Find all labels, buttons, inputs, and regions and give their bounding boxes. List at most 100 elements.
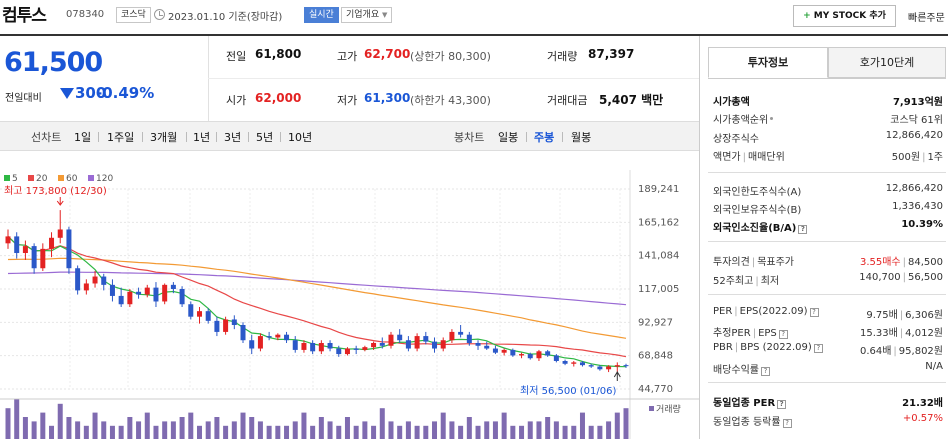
volume-bar: [379, 408, 385, 439]
candle-body: [118, 295, 124, 305]
stock-header: 컴투스 078340 코스닥 2023.01.10 기준(장마감) 실시간 기업…: [0, 0, 948, 34]
ma-line: [7, 271, 627, 306]
volume-bar: [362, 421, 368, 439]
candle-body: [571, 362, 577, 364]
help-icon[interactable]: ?: [782, 419, 792, 428]
price-chart[interactable]: 5 20 60 120 189,241 165,162 141,084 117,005 92,…: [0, 170, 699, 439]
volume-bar: [214, 417, 220, 439]
candle-body: [318, 342, 324, 352]
volume-bar: [344, 417, 350, 439]
candle-body: [205, 311, 211, 321]
candle-body: [275, 334, 281, 338]
tab-1d[interactable]: 1일: [74, 131, 92, 144]
info-label-text: BPS (2022.09): [740, 342, 812, 353]
divider: [708, 172, 946, 173]
help-icon[interactable]: ?: [778, 330, 788, 339]
volume-bar: [223, 425, 229, 439]
info-value: 500원 | 1주: [892, 148, 943, 163]
divider: [280, 132, 281, 142]
divider: [708, 382, 946, 383]
info-label: 시가총액: [713, 93, 750, 108]
y-tick-label: 117,005: [638, 284, 679, 295]
price-change: 300: [60, 84, 106, 102]
info-label: 투자의견 | 목표주가: [713, 253, 794, 268]
help-icon[interactable]: ?: [798, 225, 808, 234]
y-tick-label: 189,241: [638, 184, 679, 195]
ma-line: [7, 257, 627, 339]
info-label-text: 최저: [760, 276, 780, 287]
candle-chart-label: 봉차트: [454, 131, 485, 144]
tab-1y[interactable]: 1년: [193, 131, 211, 144]
candle-body: [266, 336, 272, 338]
candle-body: [162, 284, 168, 302]
y-tick-label: 44,770: [638, 384, 673, 395]
upper-limit: (상한가 80,300): [410, 50, 491, 63]
divider: [142, 132, 143, 142]
tab-daily[interactable]: 일봉: [498, 131, 519, 144]
volume-bar: [414, 425, 420, 439]
stock-code: 078340: [66, 9, 105, 20]
volume-bar: [484, 421, 490, 439]
volume-bar: [127, 417, 133, 439]
volume-bar: [458, 425, 464, 439]
tab-1w[interactable]: 1주일: [107, 131, 135, 144]
company-overview-dropdown[interactable]: 기업개요 ▼: [341, 7, 393, 23]
info-value: 9.75배 | 6,306원: [866, 306, 943, 321]
volume-bar: [231, 421, 237, 439]
info-value: 140,700 | 56,500: [859, 272, 943, 283]
candle-body: [327, 342, 333, 349]
volume-bar: [336, 425, 342, 439]
volume-bar: [14, 399, 20, 439]
volume-bar: [240, 412, 246, 439]
info-row: 추정PER | EPS? 15.33배 | 4,012원: [713, 324, 943, 340]
candle-body: [22, 246, 28, 254]
help-icon[interactable]: ?: [813, 344, 823, 353]
candle-body: [562, 360, 568, 364]
info-value-text: 140,700: [859, 272, 901, 283]
info-value: 3.55매수 | 84,500: [860, 253, 943, 268]
tab-monthly[interactable]: 월봉: [571, 131, 592, 144]
volume-bar: [31, 421, 37, 439]
info-value: 15.33배 | 4,012원: [860, 324, 943, 339]
volume-bar: [318, 417, 324, 439]
volume-bar: [92, 412, 98, 439]
candle-body: [223, 319, 229, 332]
volume-bar: [579, 412, 585, 439]
divider: [208, 78, 699, 79]
y-tick-label: 141,084: [638, 251, 679, 262]
volume-bar: [371, 425, 377, 439]
help-icon[interactable]: ?: [809, 308, 819, 317]
candle-body: [553, 355, 559, 361]
info-value-text: 95,802원: [898, 346, 943, 357]
volume-bars: 거래량: [0, 398, 699, 439]
tab-invest-info[interactable]: 투자정보: [708, 47, 828, 78]
add-my-stock-button[interactable]: + MY STOCK 추가: [793, 5, 896, 27]
tab-3m[interactable]: 3개월: [150, 131, 178, 144]
legend-label: 60: [66, 174, 78, 184]
tab-5y[interactable]: 5년: [256, 131, 274, 144]
candle-body: [388, 334, 394, 346]
volume-bar: [75, 421, 81, 439]
quick-order-link[interactable]: 빠른주문: [908, 13, 945, 24]
open-label: 시가: [226, 94, 247, 107]
volume-bar: [562, 425, 568, 439]
candle-body: [92, 276, 98, 284]
info-value-text: 1,336,430: [892, 201, 943, 212]
help-icon[interactable]: ?: [777, 400, 787, 409]
info-label-text: 52주최고: [713, 276, 754, 287]
tab-3y[interactable]: 3년: [224, 131, 242, 144]
realtime-button[interactable]: 실시간: [304, 7, 339, 23]
tab-orderbook[interactable]: 호가10단계: [828, 47, 946, 78]
separator: |: [893, 346, 897, 357]
as-of-date: 2023.01.10 기준(장마감): [168, 12, 283, 23]
divider: [708, 78, 946, 79]
tab-weekly[interactable]: 주봉: [534, 131, 555, 144]
open-value: 62,000: [255, 91, 302, 105]
chevron-down-icon: ▼: [382, 11, 388, 19]
y-tick-label: 92,927: [638, 317, 673, 328]
info-value: N/A: [925, 361, 943, 372]
help-icon[interactable]: ?: [761, 367, 770, 376]
volume-bar: [196, 425, 202, 439]
tab-10y[interactable]: 10년: [288, 131, 313, 144]
candle-body: [405, 340, 411, 349]
